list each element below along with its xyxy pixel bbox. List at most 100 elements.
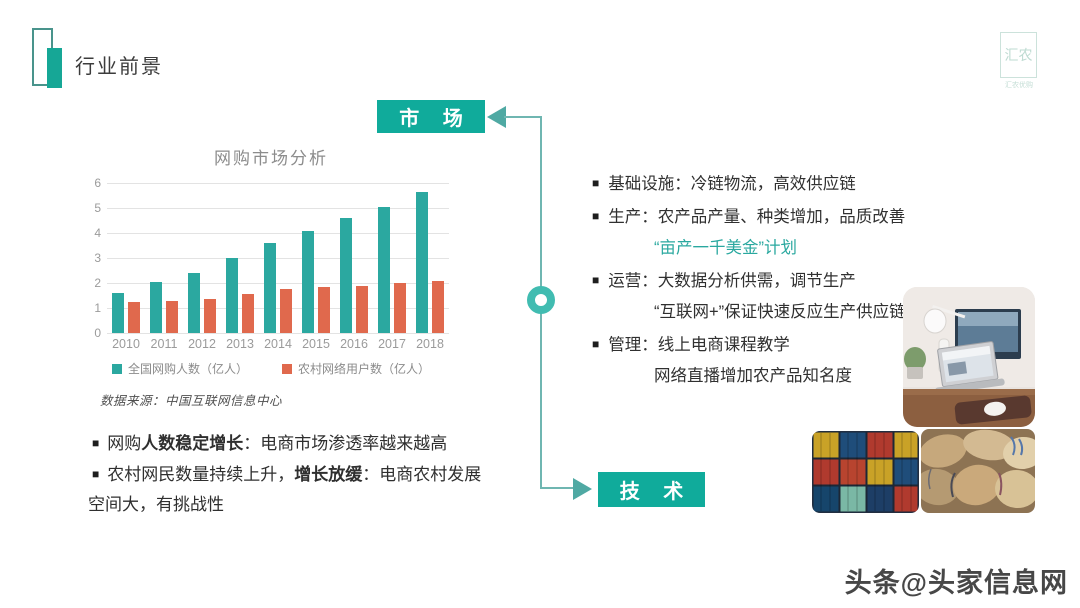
y-tick-label: 4: [94, 226, 101, 240]
legend-swatch-icon: [111, 363, 122, 374]
bullet-square-icon: ■: [592, 336, 600, 351]
chart-plot-area: [107, 183, 449, 334]
bar: [242, 294, 254, 333]
bar: [166, 300, 178, 333]
x-tick-label: 2014: [264, 337, 292, 351]
tech-flow-button[interactable]: 技 术: [598, 472, 705, 507]
arrow-right-icon: [573, 478, 592, 500]
chart-bars: [107, 183, 449, 333]
market-note-text: ：电商市场渗透率越来越高: [243, 434, 448, 453]
bar-group: [335, 183, 373, 333]
gridline: [107, 233, 449, 234]
grain-sacks-photo: [921, 429, 1035, 513]
bar: [188, 273, 200, 333]
y-tick-label: 2: [94, 276, 101, 290]
chart-legend: 全国网购人数（亿人） 农村网络用户数（亿人）: [85, 360, 457, 377]
legend-swatch-icon: [282, 363, 292, 374]
bar: [280, 288, 292, 333]
gridline: [107, 333, 449, 334]
bar: [150, 281, 162, 333]
bullet-square-icon: ■: [592, 208, 600, 223]
chart-title: 网购市场分析: [214, 149, 328, 168]
tech-point-line: “互联网+”保证快速反应生产供应链: [592, 297, 1000, 329]
tech-point-text: 管理：线上电商课程教学: [608, 335, 790, 354]
y-tick-label: 6: [94, 176, 101, 190]
x-tick-label: 2017: [378, 337, 406, 351]
watermark: 头条@头家信息网: [844, 568, 1068, 598]
bar-chart: 网购市场分析 2010 2011 2012 2013 2014 2015 2 0 1 6 2017 2…: [85, 138, 457, 390]
market-notes: ■ 网购人数稳定增长：电商市场渗透率越来越高 ■ 农村网民数量持续上升，增长放缓：电商…: [88, 428, 490, 520]
legend-item: 全国网购人数（亿人）: [111, 360, 248, 377]
bar: [112, 293, 124, 333]
bullet-square-icon: ■: [592, 272, 600, 287]
gridline: [107, 208, 449, 209]
arrow-left-icon: [487, 106, 506, 128]
bar-group: [145, 183, 183, 333]
market-note-line: ■ 农村网民数量持续上升，增长放缓：电商农村发展空间大，有挑战性: [88, 459, 490, 520]
page-title: 行业前景: [75, 56, 163, 78]
brand-logo: 汇农: [1000, 32, 1037, 78]
bar: [264, 243, 276, 333]
brand-logo-caption: 汇农优购: [1005, 82, 1033, 89]
chart-source-note: 数据来源：中国互联网信息中心: [100, 394, 283, 408]
tech-point-line: ■ 基础设施：冷链物流，高效供应链: [592, 168, 1000, 201]
gridline: [107, 258, 449, 259]
tech-point-line: ■ 运营：大数据分析供需，调节生产: [592, 265, 1000, 298]
bar: [302, 230, 314, 333]
bullet-square-icon: ■: [92, 467, 100, 481]
x-tick-label: 2012: [188, 337, 216, 351]
bar: [318, 286, 330, 333]
tech-point-line: ■ 管理：线上电商课程教学: [592, 329, 1000, 362]
bar-group: [373, 183, 411, 333]
title-marker-fill-icon: [47, 48, 62, 88]
bar-group: [297, 183, 335, 333]
x-tick-label: 2013: [226, 337, 254, 351]
shipping-containers-photo: [812, 431, 919, 513]
market-note-text: 农村网民数量持续上升，: [107, 465, 295, 484]
bar-group: [107, 183, 145, 333]
y-tick-label: 0: [94, 326, 101, 340]
y-tick-label: 1: [94, 301, 101, 315]
x-tick-label: 2018: [416, 337, 444, 351]
x-tick-label: 2010: [112, 337, 140, 351]
gridline: [107, 308, 449, 309]
market-note-text: 增长放缓: [294, 465, 363, 484]
x-tick-label: 2015: [302, 337, 330, 351]
brand-logo-text: 汇农: [1004, 47, 1033, 63]
bar: [128, 301, 140, 333]
market-note-text: 网购: [107, 434, 142, 453]
bar: [226, 258, 238, 333]
bar: [394, 283, 406, 333]
bar-group: [183, 183, 221, 333]
market-note-text: ：电商农村发展空间大，有挑战性: [88, 465, 482, 514]
tech-point-text: “亩产一千美金”计划: [654, 239, 797, 257]
bar-group: [259, 183, 297, 333]
connector-line-bottom: [540, 487, 576, 489]
legend-label: 农村网络用户数（亿人）: [298, 362, 431, 376]
bar-group: [411, 183, 449, 333]
tech-point-text: 基础设施：冷链物流，高效供应链: [608, 175, 856, 193]
legend-item: 农村网络用户数（亿人）: [282, 360, 430, 377]
tech-point-text: 网络直播增加农产品知名度: [654, 367, 852, 385]
x-tick-label: 2011: [150, 337, 178, 351]
bar: [378, 206, 390, 333]
tech-point-text: “互联网+”保证快速反应生产供应链: [654, 303, 906, 321]
chart-x-axis: 2010 2011 2012 2013 2014 2015 2016 2017 2018: [107, 337, 449, 351]
tech-point-line: 网络直播增加农产品知名度: [592, 361, 1000, 393]
bar: [416, 191, 428, 333]
tech-point-text: 运营：大数据分析供需，调节生产: [608, 271, 856, 290]
market-note-line: ■ 网购人数稳定增长：电商市场渗透率越来越高: [88, 428, 490, 459]
connector-node-icon: [527, 286, 555, 314]
y-tick-label: 5: [94, 201, 101, 215]
tech-point-line: ■ 生产：农产品产量、种类增加，品质改善: [592, 201, 1000, 234]
bar: [432, 280, 444, 333]
connector-line-top: [504, 116, 542, 118]
market-flow-button[interactable]: 市 场: [377, 100, 485, 133]
bullet-square-icon: ■: [92, 436, 100, 450]
bar: [340, 218, 352, 333]
legend-label: 全国网购人数（亿人）: [127, 362, 248, 376]
y-tick-label: 3: [94, 251, 101, 265]
tech-points: ■ 基础设施：冷链物流，高效供应链 ■ 生产：农产品产量、种类增加，品质改善 “亩产一千…: [592, 168, 1000, 393]
tech-point-text: 生产：农产品产量、种类增加，品质改善: [608, 207, 906, 226]
